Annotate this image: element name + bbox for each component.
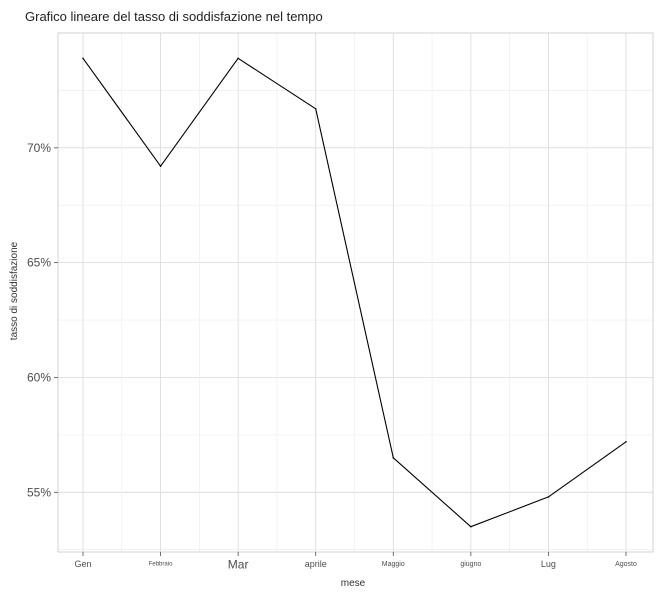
x-tick-label: Maggio: [382, 561, 405, 568]
x-tick-label: Gen: [74, 559, 91, 569]
data-points: [82, 57, 627, 528]
data-point: [159, 165, 162, 167]
y-axis-title: tasso di soddisfazione: [9, 241, 20, 340]
plot-panel-border: [57, 32, 654, 553]
x-tick-label: Mar: [228, 557, 249, 571]
x-tick-label: aprile: [305, 559, 327, 569]
x-axis: Gen Febbraio Mar aprile Maggio giugno Lug Agost…: [74, 552, 637, 571]
y-tick-label: 65%: [27, 256, 51, 270]
data-point: [237, 57, 239, 60]
x-axis-title: mese: [341, 578, 366, 589]
data-point: [314, 107, 317, 110]
data-point: [547, 496, 550, 498]
grid: [58, 33, 653, 552]
x-tick-label: Agosto: [615, 561, 637, 568]
y-tick-label: 70%: [27, 141, 51, 155]
data-point: [82, 57, 84, 60]
x-tick-label: giugno: [460, 561, 481, 568]
x-tick-label: Lug: [541, 559, 556, 569]
y-tick-label: 60%: [27, 370, 51, 384]
data-point: [392, 457, 395, 459]
data-point: [470, 525, 472, 528]
y-tick-label: 55%: [27, 485, 51, 499]
series-line: [82, 57, 627, 528]
chart-title: Grafico lineare del tasso di soddisfazio…: [25, 9, 323, 24]
data-point: [625, 440, 627, 443]
x-tick-label: Febbraio: [149, 562, 173, 568]
y-axis: 55% 60% 65% 70%: [27, 141, 58, 499]
